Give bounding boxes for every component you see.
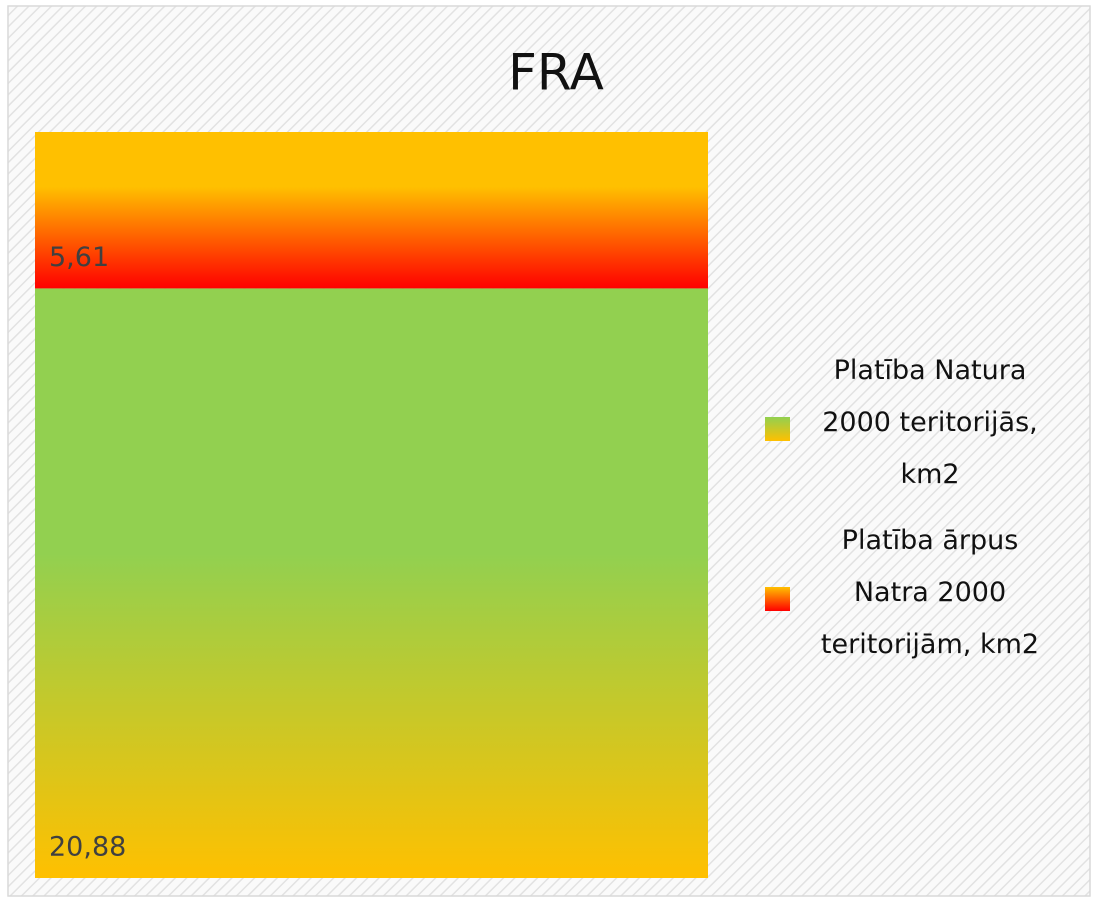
- legend-label: Platība Natura 2000 teritorijās, km2: [822, 355, 1038, 490]
- legend-swatch: [765, 587, 790, 611]
- legend-swatch: [765, 417, 790, 441]
- data-label: 20,88: [49, 832, 126, 863]
- bar-segment: [35, 132, 708, 289]
- bar-segment: [35, 288, 708, 878]
- chart-title: FRA: [508, 44, 604, 102]
- data-label: 5,61: [49, 242, 109, 273]
- legend-label: Platība ārpus Natra 2000 teritorijām, km…: [820, 525, 1040, 660]
